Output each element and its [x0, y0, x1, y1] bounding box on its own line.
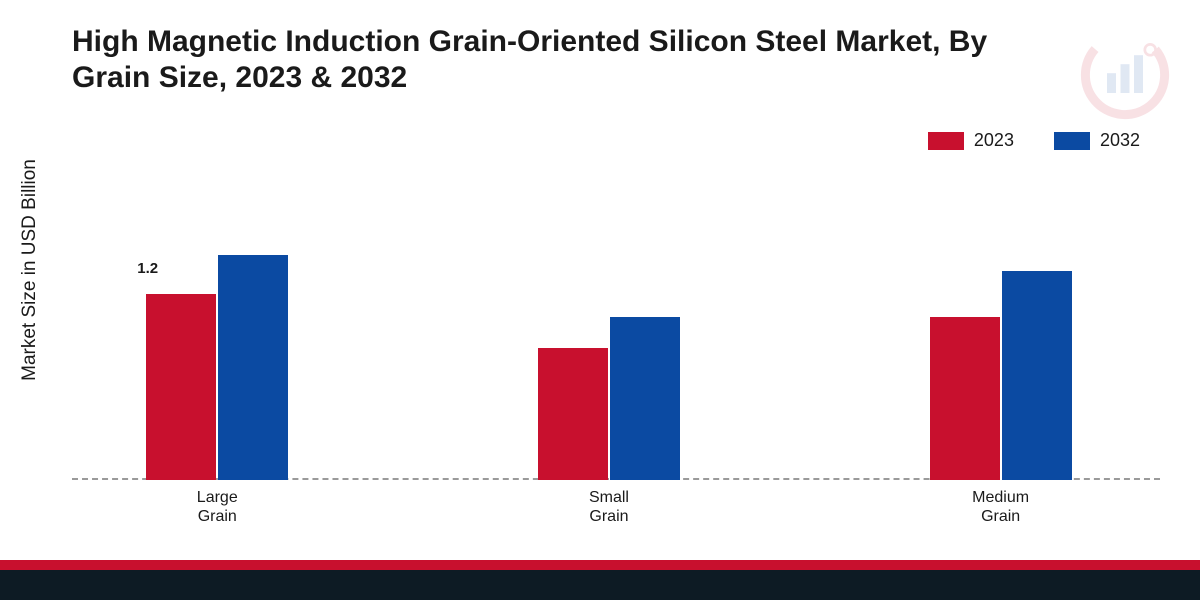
legend-item-2032: 2032	[1054, 130, 1140, 151]
category-label-large: Large Grain	[137, 488, 297, 526]
watermark-logo	[1080, 30, 1170, 120]
footer-dark-stripe	[0, 570, 1200, 600]
value-label-large-2023: 1.2	[137, 260, 158, 277]
chart-title: High Magnetic Induction Grain-Oriented S…	[72, 24, 1072, 96]
legend-label-2023: 2023	[974, 130, 1014, 151]
plot-area: 1.2 Large Grain Small Grain Medium Grain	[72, 170, 1160, 480]
bar-group-large: 1.2 Large Grain	[137, 255, 297, 480]
bar-large-2023	[146, 294, 216, 480]
legend-swatch-2023	[928, 132, 964, 150]
y-axis-label: Market Size in USD Billion	[19, 159, 41, 381]
legend-swatch-2032	[1054, 132, 1090, 150]
footer-band	[0, 560, 1200, 600]
legend: 2023 2032	[0, 130, 1140, 151]
bar-group-medium: Medium Grain	[921, 271, 1081, 480]
bar-large-2032	[218, 255, 288, 480]
legend-label-2032: 2032	[1100, 130, 1140, 151]
bar-group-small: Small Grain	[529, 317, 689, 480]
y-axis-label-wrap: Market Size in USD Billion	[10, 0, 50, 540]
category-label-small: Small Grain	[529, 488, 689, 526]
bar-medium-2023	[930, 317, 1000, 480]
bar-small-2023	[538, 348, 608, 480]
footer-red-stripe	[0, 560, 1200, 570]
bar-small-2032	[610, 317, 680, 480]
bar-medium-2032	[1002, 271, 1072, 480]
chart-title-wrap: High Magnetic Induction Grain-Oriented S…	[72, 24, 1072, 96]
category-label-medium: Medium Grain	[921, 488, 1081, 526]
legend-item-2023: 2023	[928, 130, 1014, 151]
